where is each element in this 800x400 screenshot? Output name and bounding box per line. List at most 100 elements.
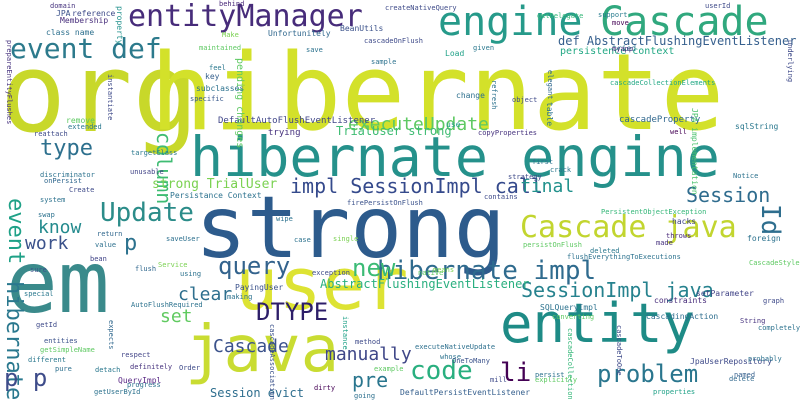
- cloud-word: extended: [68, 123, 102, 131]
- cloud-word: query: [218, 252, 291, 280]
- cloud-word: use: [446, 120, 461, 129]
- cloud-word: properties: [653, 388, 696, 396]
- cloud-word: SessionImpl java: [521, 278, 714, 302]
- cloud-word: targetClass: [131, 149, 178, 157]
- cloud-word: pre: [352, 368, 389, 392]
- cloud-word: constraints: [654, 296, 707, 305]
- cloud-word: org: [0, 29, 199, 157]
- cloud-word: trying: [268, 128, 301, 138]
- cloud-word: user: [235, 242, 409, 326]
- cloud-word: foreign: [747, 234, 781, 243]
- cloud-word: know: [38, 217, 82, 238]
- cloud-word: deleted: [590, 247, 620, 255]
- cloud-word: instance: [341, 316, 349, 350]
- cloud-word: given: [473, 44, 495, 52]
- cloud-word: whose: [440, 353, 462, 361]
- cloud-word: going: [354, 392, 376, 400]
- cloud-word: cascadeCollectionElements: [610, 79, 716, 87]
- cloud-word: cascadeProperty: [619, 115, 701, 125]
- cloud-word: probably: [748, 355, 782, 363]
- cloud-word: Persistance Context: [170, 191, 262, 200]
- cloud-word: unusable: [130, 168, 164, 176]
- cloud-word: hacks: [672, 217, 697, 226]
- cloud-word: DefaultPersistEventListener: [400, 388, 531, 397]
- cloud-word: specific: [190, 95, 224, 103]
- cloud-word: event def: [10, 32, 162, 65]
- cloud-word: respect: [121, 351, 151, 359]
- cloud-word: subclasses: [196, 84, 245, 93]
- cloud-word: sample: [371, 58, 397, 66]
- cloud-word: expects: [107, 320, 115, 350]
- cloud-word: property: [115, 6, 124, 45]
- cloud-word: Service: [158, 261, 188, 269]
- cloud-word: maintained: [199, 44, 242, 52]
- cloud-word: bean: [90, 255, 107, 263]
- cloud-word: em: [6, 233, 110, 333]
- cloud-word: Cascade: [600, 0, 769, 45]
- cloud-word: example: [374, 365, 404, 373]
- cloud-word: change: [456, 91, 485, 100]
- cloud-word: AutoFlushRequired: [131, 301, 203, 309]
- cloud-word: prepareEntityFlushes: [5, 40, 13, 125]
- cloud-word: elegant: [546, 70, 554, 100]
- cloud-word: different: [28, 356, 66, 364]
- cloud-word: exception: [312, 269, 350, 277]
- cloud-word: persistOnFlush: [523, 241, 583, 249]
- cloud-word: getId: [36, 321, 58, 329]
- cloud-word: strong: [195, 178, 506, 278]
- cloud-word: case: [294, 236, 311, 244]
- cloud-word: BeanUtils: [340, 24, 384, 33]
- cloud-word: java: [185, 313, 340, 387]
- cloud-word: Update: [100, 198, 194, 228]
- cloud-word: support: [598, 11, 628, 19]
- cloud-word: entityManager: [128, 0, 363, 34]
- cloud-word: sure: [30, 266, 47, 274]
- cloud-word: JPA: [56, 9, 71, 18]
- cloud-word: strong TrialUser: [152, 177, 278, 192]
- cloud-word: userId: [705, 2, 731, 10]
- cloud-word: value: [95, 241, 117, 249]
- cloud-word: return: [97, 230, 123, 238]
- cloud-word: problem: [597, 360, 699, 388]
- cloud-word: engine: [438, 0, 583, 45]
- cloud-word: dirty: [314, 384, 336, 392]
- cloud-word: set: [160, 306, 193, 327]
- cloud-word: firePersistOnFlush: [347, 199, 423, 207]
- cloud-word: explicitly: [535, 376, 578, 384]
- cloud-word: code: [410, 356, 473, 386]
- cloud-word: means: [433, 266, 455, 274]
- cloud-word: delete: [729, 375, 755, 383]
- cloud-word: onPersist: [44, 177, 82, 185]
- cloud-word: hibernate engine: [190, 125, 720, 189]
- cloud-word: Membership: [60, 16, 109, 25]
- cloud-word: persistence context: [560, 46, 675, 57]
- cloud-word: TrialUser strong: [336, 124, 452, 138]
- cloud-word: reference: [72, 9, 116, 18]
- cloud-word: pending changes: [234, 58, 245, 149]
- cloud-word: instantiate: [106, 74, 114, 121]
- cloud-word: Create: [69, 186, 95, 194]
- cloud-word: converting: [552, 313, 595, 321]
- cloud-word: Session: [686, 183, 771, 207]
- cloud-word: createNativeQuery: [385, 4, 457, 12]
- cloud-word: Session evict: [210, 386, 304, 400]
- cloud-word: refresh: [490, 80, 498, 110]
- cloud-word: save: [306, 46, 323, 54]
- cloud-word: using: [180, 270, 202, 278]
- cloud-word: special: [24, 290, 54, 298]
- cloud-word: contains: [484, 193, 518, 201]
- cloud-word: AbstractFlushingEventListener: [320, 277, 530, 291]
- cloud-word: remove: [66, 116, 95, 125]
- cloud-word: feel: [209, 64, 226, 72]
- cloud-word: event: [3, 198, 28, 265]
- cloud-word: Notice: [733, 172, 759, 180]
- cloud-word: wipe: [276, 215, 293, 223]
- cloud-word: JpaUserRepository: [690, 357, 772, 366]
- cloud-word: Id: [755, 204, 785, 236]
- cloud-word: myapp: [612, 45, 634, 53]
- cloud-word: progress: [127, 381, 161, 389]
- cloud-word: graph: [763, 297, 785, 305]
- cloud-word: DefaultAutoFlushEventListener: [218, 116, 376, 126]
- cloud-word: CascadingAction: [646, 312, 719, 321]
